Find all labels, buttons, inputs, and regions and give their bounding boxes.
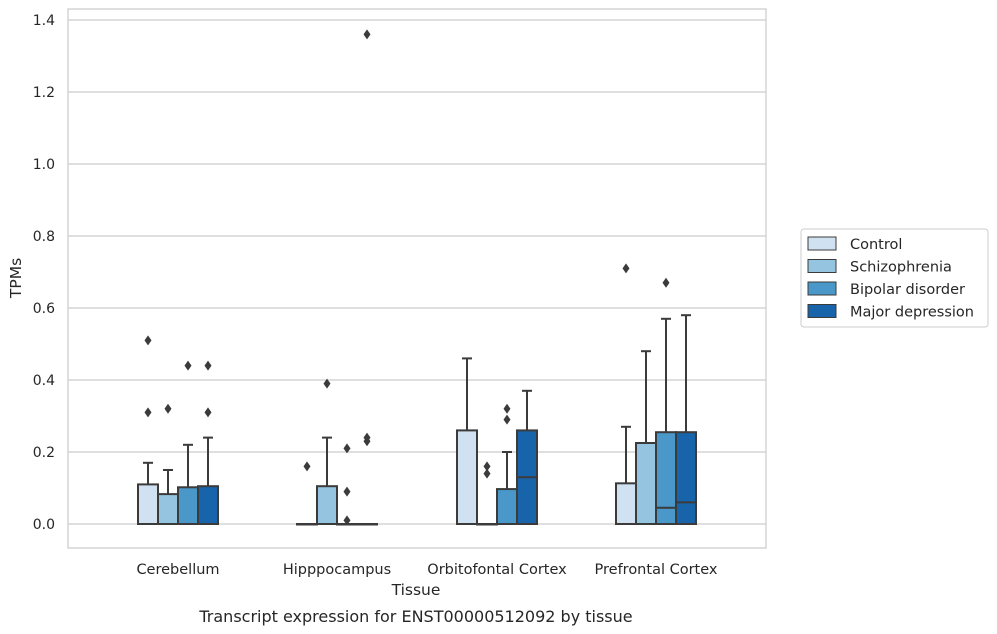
legend-swatch xyxy=(807,259,837,273)
x-tick-label: Orbitofontal Cortex xyxy=(427,562,567,578)
x-tick-label: Hipppocampus xyxy=(283,562,391,578)
chart-caption: Transcript expression for ENST0000051209… xyxy=(198,607,632,626)
box-group xyxy=(476,461,498,526)
y-tick-label: 1.4 xyxy=(33,13,55,29)
box-group xyxy=(316,378,338,526)
outlier-point xyxy=(662,277,670,288)
outlier-point xyxy=(503,403,511,414)
outlier-point xyxy=(204,360,212,371)
grid-lines xyxy=(68,19,766,525)
box-group xyxy=(157,403,179,525)
outlier-point xyxy=(483,468,491,479)
box-group xyxy=(635,350,657,525)
y-tick-labels: 0.0 0.2 0.4 0.6 0.8 1.0 1.2 1.4 xyxy=(33,13,55,533)
box xyxy=(655,431,677,526)
box xyxy=(496,488,518,525)
y-tick-label: 0.4 xyxy=(33,373,55,389)
box-group xyxy=(456,357,478,525)
legend-label: Major depression xyxy=(850,305,974,321)
outlier-point xyxy=(483,461,491,472)
outlier-point xyxy=(144,407,152,418)
box xyxy=(615,482,637,526)
y-tick-label: 0.2 xyxy=(33,445,55,461)
outlier-point xyxy=(323,378,331,389)
box xyxy=(456,429,478,525)
y-tick-label: 0.0 xyxy=(33,517,55,533)
y-tick-label: 0.8 xyxy=(33,229,55,245)
outlier-point xyxy=(144,335,152,346)
box xyxy=(197,485,219,526)
legend-swatch xyxy=(807,304,837,318)
box-group xyxy=(675,314,697,526)
legend-label: Bipolar disorder xyxy=(850,282,965,298)
legend-swatch xyxy=(807,281,837,296)
outlier-point xyxy=(343,443,351,454)
outlier-point xyxy=(184,360,192,371)
box-group xyxy=(655,277,677,526)
box-group xyxy=(615,263,637,526)
outlier-point xyxy=(363,432,371,443)
outlier-point xyxy=(164,403,172,414)
box-group xyxy=(336,443,358,526)
legend-label: Schizophrenia xyxy=(850,260,952,276)
y-tick-label: 1.0 xyxy=(33,157,55,173)
outlier-point xyxy=(343,515,351,526)
box xyxy=(635,442,657,525)
x-tick-label: Cerebellum xyxy=(136,562,219,578)
x-tick-label: Prefrontal Cortex xyxy=(595,562,718,578)
box-group xyxy=(496,403,518,525)
legend-label: Control xyxy=(850,237,902,253)
x-axis-label: Tissue xyxy=(391,581,441,599)
y-tick-label: 1.2 xyxy=(33,85,55,101)
box xyxy=(137,483,159,525)
outlier-point xyxy=(503,414,511,425)
y-axis-label: TPMs xyxy=(7,258,25,299)
box xyxy=(316,485,338,526)
box xyxy=(177,486,199,525)
plot-frame xyxy=(67,8,767,549)
legend-swatch xyxy=(807,236,837,251)
box-group xyxy=(177,360,199,525)
box-group xyxy=(197,360,219,526)
legend-frame xyxy=(800,228,989,328)
outlier-point xyxy=(204,407,212,418)
outlier-point xyxy=(303,461,311,472)
box-group xyxy=(137,335,159,525)
outlier-point xyxy=(622,263,630,274)
box xyxy=(675,431,697,526)
outlier-point xyxy=(363,29,371,40)
box-group xyxy=(516,389,538,525)
box-group xyxy=(296,461,318,526)
legend: Control Schizophrenia Bipolar disorder Majo… xyxy=(800,228,989,328)
box-groups xyxy=(137,29,697,526)
y-tick-label: 0.6 xyxy=(33,301,55,317)
outlier-point xyxy=(343,486,351,497)
box-group xyxy=(356,29,378,526)
box xyxy=(157,493,179,525)
x-tick-labels: Cerebellum Hipppocampus Orbitofontal Corte… xyxy=(136,562,717,578)
